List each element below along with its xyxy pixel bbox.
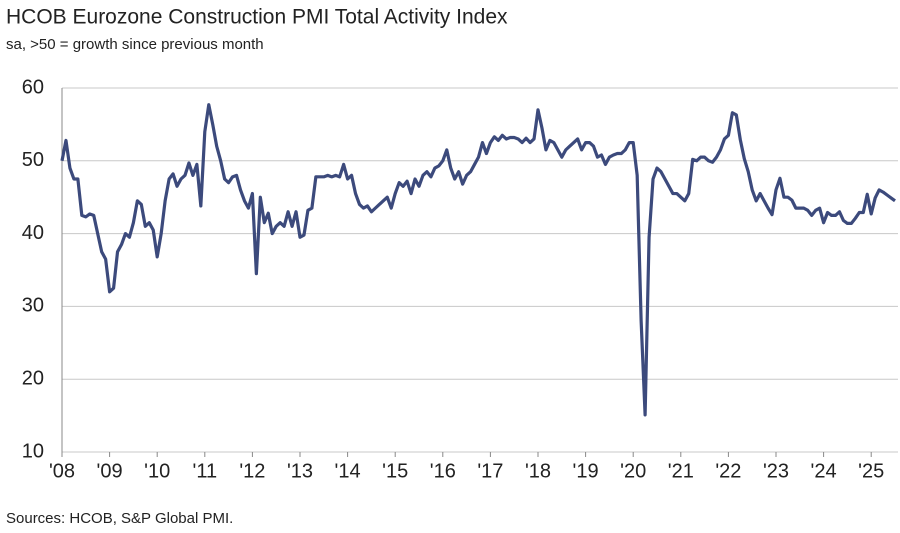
x-tick-label: '17 xyxy=(477,460,503,482)
y-tick-label: 10 xyxy=(22,440,44,462)
x-tick-label: '22 xyxy=(715,460,741,482)
chart-source: Sources: HCOB, S&P Global PMI. xyxy=(6,510,233,527)
x-tick-label: '23 xyxy=(763,460,789,482)
y-tick-label: 20 xyxy=(22,367,44,389)
x-tick-label: '11 xyxy=(193,460,218,482)
x-tick-label: '24 xyxy=(811,460,837,482)
chart-title: HCOB Eurozone Construction PMI Total Act… xyxy=(6,6,508,29)
y-tick-label: 50 xyxy=(22,149,44,171)
x-tick-label: '12 xyxy=(239,460,265,482)
chart-subtitle: sa, >50 = growth since previous month xyxy=(6,36,264,53)
y-tick-label: 60 xyxy=(22,76,44,98)
x-tick-label: '14 xyxy=(335,460,361,482)
x-tick-label: '16 xyxy=(430,460,456,482)
x-tick-label: '13 xyxy=(287,460,313,482)
y-tick-label: 40 xyxy=(22,222,44,244)
x-tick-label: '21 xyxy=(668,460,694,482)
x-tick-label: '15 xyxy=(382,460,408,482)
x-tick-label: '19 xyxy=(573,460,599,482)
x-tick-label: '08 xyxy=(49,460,75,482)
x-tick-label: '25 xyxy=(858,460,884,482)
data-line xyxy=(60,103,896,417)
x-tick-label: '10 xyxy=(144,460,170,482)
y-tick-label: 30 xyxy=(22,295,44,317)
x-tick-label: '18 xyxy=(525,460,551,482)
x-tick-label: '20 xyxy=(620,460,646,482)
x-tick-label: '09 xyxy=(97,460,123,482)
